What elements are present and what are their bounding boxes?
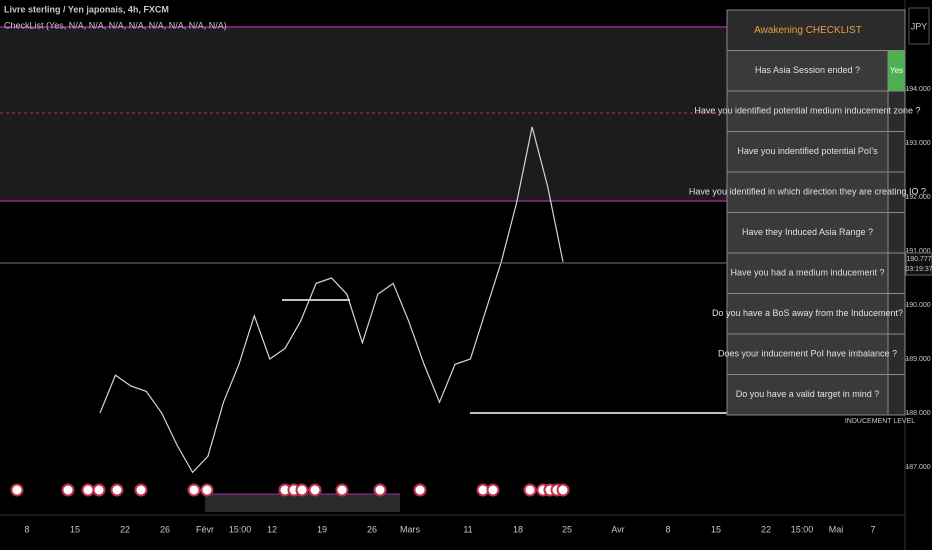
currency: JPY <box>911 21 928 31</box>
signal-marker <box>200 483 214 497</box>
checklist-row <box>726 212 889 254</box>
signal-marker <box>413 483 427 497</box>
signal-marker <box>523 483 537 497</box>
checklist-row <box>726 50 889 92</box>
x-tick-label: 26 <box>160 524 170 534</box>
checklist-row <box>726 131 889 173</box>
x-tick-label: 15 <box>70 524 80 534</box>
checklist-title: Awakening CHECKLIST <box>754 25 862 36</box>
x-tick-label: 26 <box>367 524 377 534</box>
signal-marker <box>335 483 349 497</box>
signal-marker <box>92 483 106 497</box>
inducement-label: INDUCEMENT LEVEL <box>845 418 915 425</box>
x-tick-label: 11 <box>463 524 472 534</box>
signal-markers <box>10 483 570 497</box>
signal-marker <box>134 483 148 497</box>
y-tick-label: 194.000 <box>905 86 930 93</box>
x-tick-label: 19 <box>317 524 327 534</box>
price-badge <box>905 252 932 276</box>
checklist-row <box>726 252 889 294</box>
x-tick-label: Avr <box>611 524 624 534</box>
signal-marker <box>187 483 201 497</box>
signal-marker <box>81 483 95 497</box>
x-tick-label: 22 <box>120 524 130 534</box>
x-tick-label: 8 <box>24 524 29 534</box>
y-tick-label: 188.000 <box>905 410 930 417</box>
x-tick-label: 15:00 <box>791 524 814 534</box>
symbol-title: Livre sterling / Yen japonais, 4h, FXCM <box>4 4 169 14</box>
signal-marker <box>295 483 309 497</box>
signal-marker <box>556 483 570 497</box>
checklist-row <box>726 171 889 213</box>
checklist-question: Has Asia Session ended ? <box>755 65 860 75</box>
checklist-question: Have you indentified potential PoI's <box>737 146 878 156</box>
y-tick-label: 187.000 <box>905 464 930 471</box>
checklist-question: Have you had a medium inducement ? <box>730 268 884 278</box>
signal-marker <box>308 483 322 497</box>
x-tick-label: 18 <box>513 524 523 534</box>
y-tick-label: 193.000 <box>905 140 930 147</box>
zone <box>205 494 400 512</box>
x-tick-label: 12 <box>267 524 277 534</box>
checklist-question: Have you identified in which direction t… <box>689 187 926 197</box>
y-tick-label: 189.000 <box>905 356 930 363</box>
x-tick-label: 15:00 <box>229 524 252 534</box>
checklist-row <box>726 374 889 416</box>
last-price: 190.777 <box>906 256 931 263</box>
checklist-question: Have they Induced Asia Range ? <box>742 227 873 237</box>
currency-box <box>908 7 930 45</box>
answer-cell <box>887 131 906 173</box>
checklist-row <box>726 293 889 335</box>
x-tick-label: Févr <box>196 524 214 534</box>
x-tick-label: 22 <box>761 524 771 534</box>
y-tick-label: 190.000 <box>905 302 930 309</box>
checklist-question: Do you have a BoS away from the Induceme… <box>712 308 903 318</box>
checklist-answer: Yes <box>890 66 903 75</box>
y-tick-label: 191.000 <box>905 248 930 255</box>
answer-cell <box>887 212 906 254</box>
signal-marker <box>61 483 75 497</box>
x-tick-label: Mars <box>400 524 420 534</box>
x-tick-label: 8 <box>665 524 670 534</box>
signal-marker <box>373 483 387 497</box>
x-tick-label: 25 <box>562 524 572 534</box>
y-tick-label: 192.000 <box>905 194 930 201</box>
checklist-question: Do you have a valid target in mind ? <box>736 389 880 399</box>
countdown: 03:19:37 <box>905 266 932 273</box>
x-tick-label: 7 <box>870 524 875 534</box>
signal-marker <box>10 483 24 497</box>
checklist-row <box>726 90 889 132</box>
checklist-question: Does your inducement PoI have imbalance … <box>718 349 897 359</box>
signal-marker <box>110 483 124 497</box>
indicator-label: CheckList (Yes, N/A, N/A, N/A, N/A, N/A,… <box>4 20 227 30</box>
price-line <box>99 126 564 474</box>
answer-cell <box>887 252 906 294</box>
x-tick-label: 15 <box>711 524 721 534</box>
x-tick-label: Mai <box>829 524 844 534</box>
checklist-row <box>726 333 889 375</box>
signal-marker <box>486 483 500 497</box>
checklist-question: Have you identified potential medium ind… <box>694 106 920 116</box>
answer-cell <box>887 374 906 416</box>
